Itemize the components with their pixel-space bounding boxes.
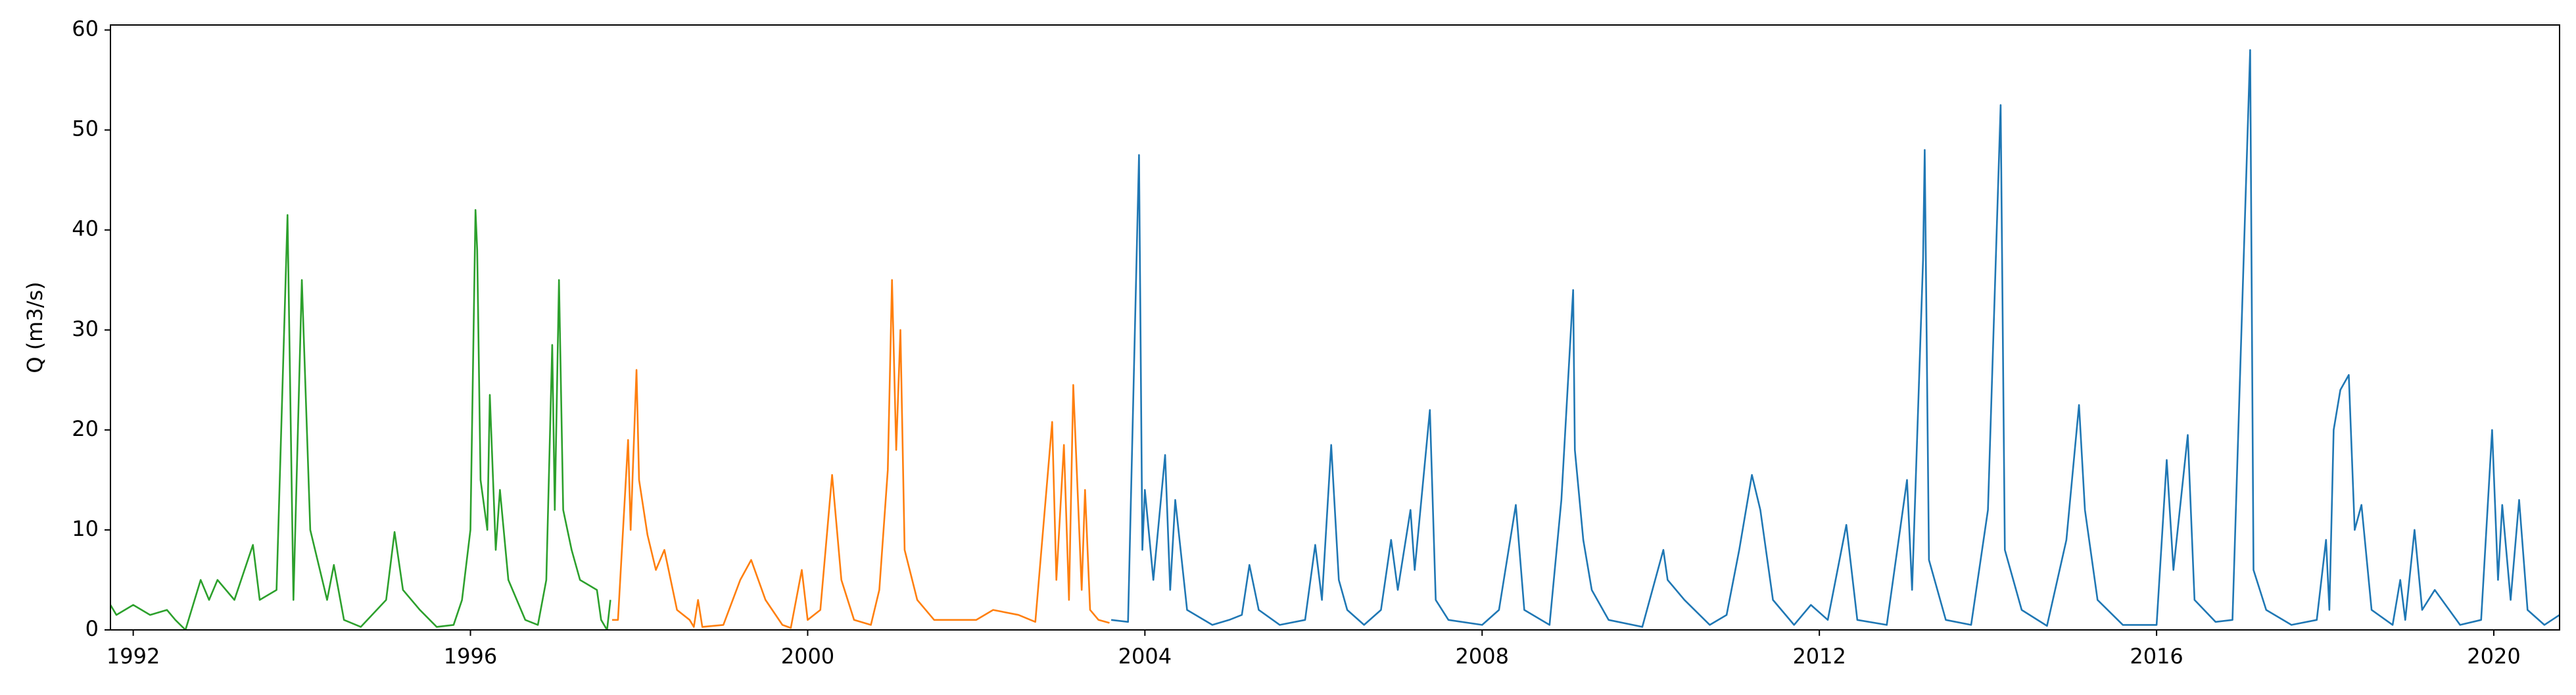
y-tick-label: 10 <box>72 516 99 541</box>
x-tick-label: 2020 <box>2467 644 2520 669</box>
plot-frame <box>110 24 2560 631</box>
y-tick-label: 40 <box>72 216 99 241</box>
x-tick-label: 1996 <box>444 644 497 669</box>
x-tick-label: 2016 <box>2130 644 2183 669</box>
series-line <box>612 279 1110 629</box>
x-tick-label: 2000 <box>781 644 834 669</box>
x-tick-label: 2012 <box>1792 644 1846 669</box>
y-tick-label: 0 <box>85 616 99 641</box>
series-line <box>110 209 611 630</box>
x-tick-label: 2004 <box>1118 644 1172 669</box>
y-tick-label: 20 <box>72 416 99 441</box>
x-tick-label: 2008 <box>1456 644 1509 669</box>
y-axis-label: Q (m3/s) <box>22 281 47 373</box>
series-line <box>1110 49 2560 628</box>
x-tick-label: 1992 <box>107 644 160 669</box>
y-tick-label: 30 <box>72 316 99 341</box>
y-tick-label: 50 <box>72 116 99 141</box>
y-tick-label: 60 <box>72 16 99 41</box>
